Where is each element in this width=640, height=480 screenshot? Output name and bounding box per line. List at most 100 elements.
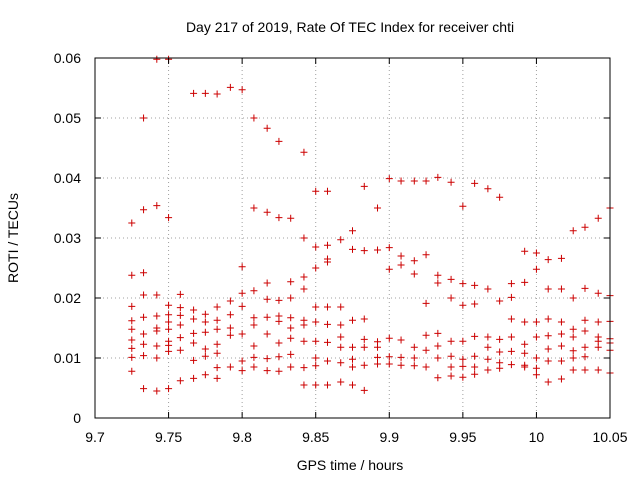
data-point — [447, 352, 455, 360]
data-point — [337, 303, 345, 311]
data-point — [544, 285, 552, 293]
data-point — [410, 270, 418, 278]
data-point — [349, 245, 356, 253]
data-point — [213, 340, 221, 348]
tick-labels: 9.7 9.75 9.8 9.85 9.9 9.95 10 10.05 0 0.01 0.02 0.0… — [54, 50, 628, 445]
data-point — [385, 360, 393, 368]
data-point — [349, 227, 356, 235]
data-point — [140, 340, 148, 348]
data-point — [238, 86, 246, 94]
data-point — [128, 325, 136, 333]
data-point — [190, 89, 198, 97]
data-point — [594, 318, 602, 326]
data-point — [349, 355, 356, 363]
data-point — [165, 318, 173, 326]
data-point — [275, 137, 283, 145]
data-point — [153, 312, 161, 320]
data-point — [447, 337, 455, 345]
data-point — [484, 366, 492, 374]
data-point — [349, 316, 356, 324]
data-point — [484, 285, 492, 293]
x-tick-label: 10 — [529, 429, 545, 445]
data-point — [532, 318, 540, 326]
data-point — [176, 377, 184, 385]
data-point — [275, 317, 283, 325]
data-point — [238, 367, 246, 375]
data-point — [201, 352, 209, 360]
data-point — [190, 329, 198, 337]
data-point — [581, 353, 589, 361]
data-point — [153, 291, 161, 299]
data-point — [140, 269, 148, 277]
data-point — [459, 355, 467, 363]
data-point — [360, 343, 368, 351]
data-point — [250, 353, 258, 361]
axis-ticks — [94, 57, 611, 419]
data-point — [128, 344, 136, 352]
data-point — [459, 373, 467, 381]
data-point — [484, 355, 492, 363]
data-point — [312, 381, 320, 389]
data-point — [201, 328, 209, 336]
data-point — [323, 241, 331, 249]
data-point — [165, 325, 173, 333]
data-point — [447, 363, 455, 371]
data-point — [397, 261, 405, 269]
data-point — [176, 290, 184, 298]
y-axis-label: ROTI / TECUs — [5, 193, 21, 283]
data-point — [385, 244, 393, 252]
data-point — [532, 364, 540, 372]
data-point — [581, 343, 589, 351]
data-point — [250, 114, 258, 122]
data-point — [397, 177, 405, 185]
data-point — [385, 353, 393, 361]
data-point — [250, 314, 258, 322]
data-point — [521, 363, 529, 371]
data-point — [323, 381, 331, 389]
data-point — [201, 371, 209, 379]
data-point — [176, 311, 184, 319]
data-point — [349, 363, 356, 371]
data-point — [544, 315, 552, 323]
x-tick-label: 9.85 — [302, 429, 329, 445]
data-point — [128, 367, 136, 375]
y-tick-label: 0.05 — [54, 110, 81, 126]
data-point — [201, 318, 209, 326]
data-point — [581, 366, 589, 374]
data-point — [238, 263, 246, 271]
data-point — [434, 374, 442, 382]
data-point — [165, 341, 173, 349]
data-point — [569, 347, 577, 355]
data-point — [507, 333, 515, 341]
data-point — [507, 347, 515, 355]
data-point — [484, 343, 492, 351]
data-point — [263, 367, 271, 375]
data-point — [176, 321, 184, 329]
data-point — [165, 311, 173, 319]
data-point — [250, 204, 258, 212]
data-point — [263, 313, 271, 321]
data-point — [213, 364, 221, 372]
data-point — [569, 294, 577, 302]
data-point — [226, 297, 234, 305]
data-point — [263, 295, 271, 303]
data-point — [176, 346, 184, 354]
data-point — [544, 332, 552, 340]
data-point — [213, 316, 221, 324]
data-point — [213, 374, 221, 382]
data-point — [360, 247, 368, 255]
grid-lines — [95, 58, 610, 418]
data-point — [263, 208, 271, 216]
data-point — [434, 173, 442, 181]
data-point — [250, 321, 258, 329]
data-point — [374, 246, 382, 254]
data-point — [250, 342, 258, 350]
data-point — [360, 335, 368, 343]
data-point — [521, 349, 529, 357]
data-point — [165, 301, 173, 309]
data-point — [300, 364, 308, 372]
data-point — [287, 278, 295, 286]
data-point — [323, 303, 331, 311]
data-point — [140, 330, 148, 338]
data-point — [323, 187, 331, 195]
